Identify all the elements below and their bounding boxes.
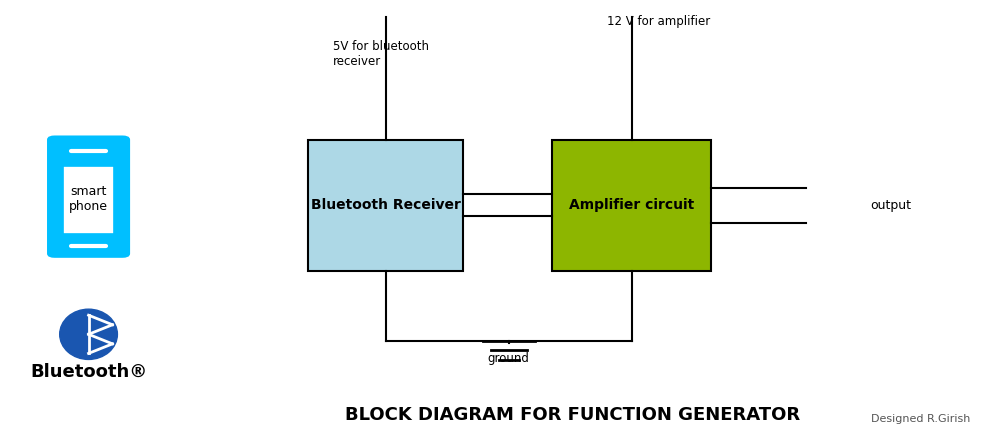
Text: Designed R.Girish: Designed R.Girish xyxy=(870,414,969,424)
Text: Bluetooth®: Bluetooth® xyxy=(30,363,147,382)
Text: 5V for bluetooth
receiver: 5V for bluetooth receiver xyxy=(333,40,428,68)
Text: Bluetooth Receiver: Bluetooth Receiver xyxy=(310,198,460,212)
Bar xyxy=(308,140,462,271)
Text: BLOCK DIAGRAM FOR FUNCTION GENERATOR: BLOCK DIAGRAM FOR FUNCTION GENERATOR xyxy=(344,406,799,424)
Text: ground: ground xyxy=(487,352,529,365)
Text: Amplifier circuit: Amplifier circuit xyxy=(569,198,694,212)
Bar xyxy=(552,140,711,271)
Ellipse shape xyxy=(60,309,117,359)
Bar xyxy=(63,166,114,234)
FancyBboxPatch shape xyxy=(49,137,128,256)
Text: smart
phone: smart phone xyxy=(69,185,108,213)
Text: 12 V for amplifier: 12 V for amplifier xyxy=(606,15,710,28)
Text: output: output xyxy=(870,199,911,212)
